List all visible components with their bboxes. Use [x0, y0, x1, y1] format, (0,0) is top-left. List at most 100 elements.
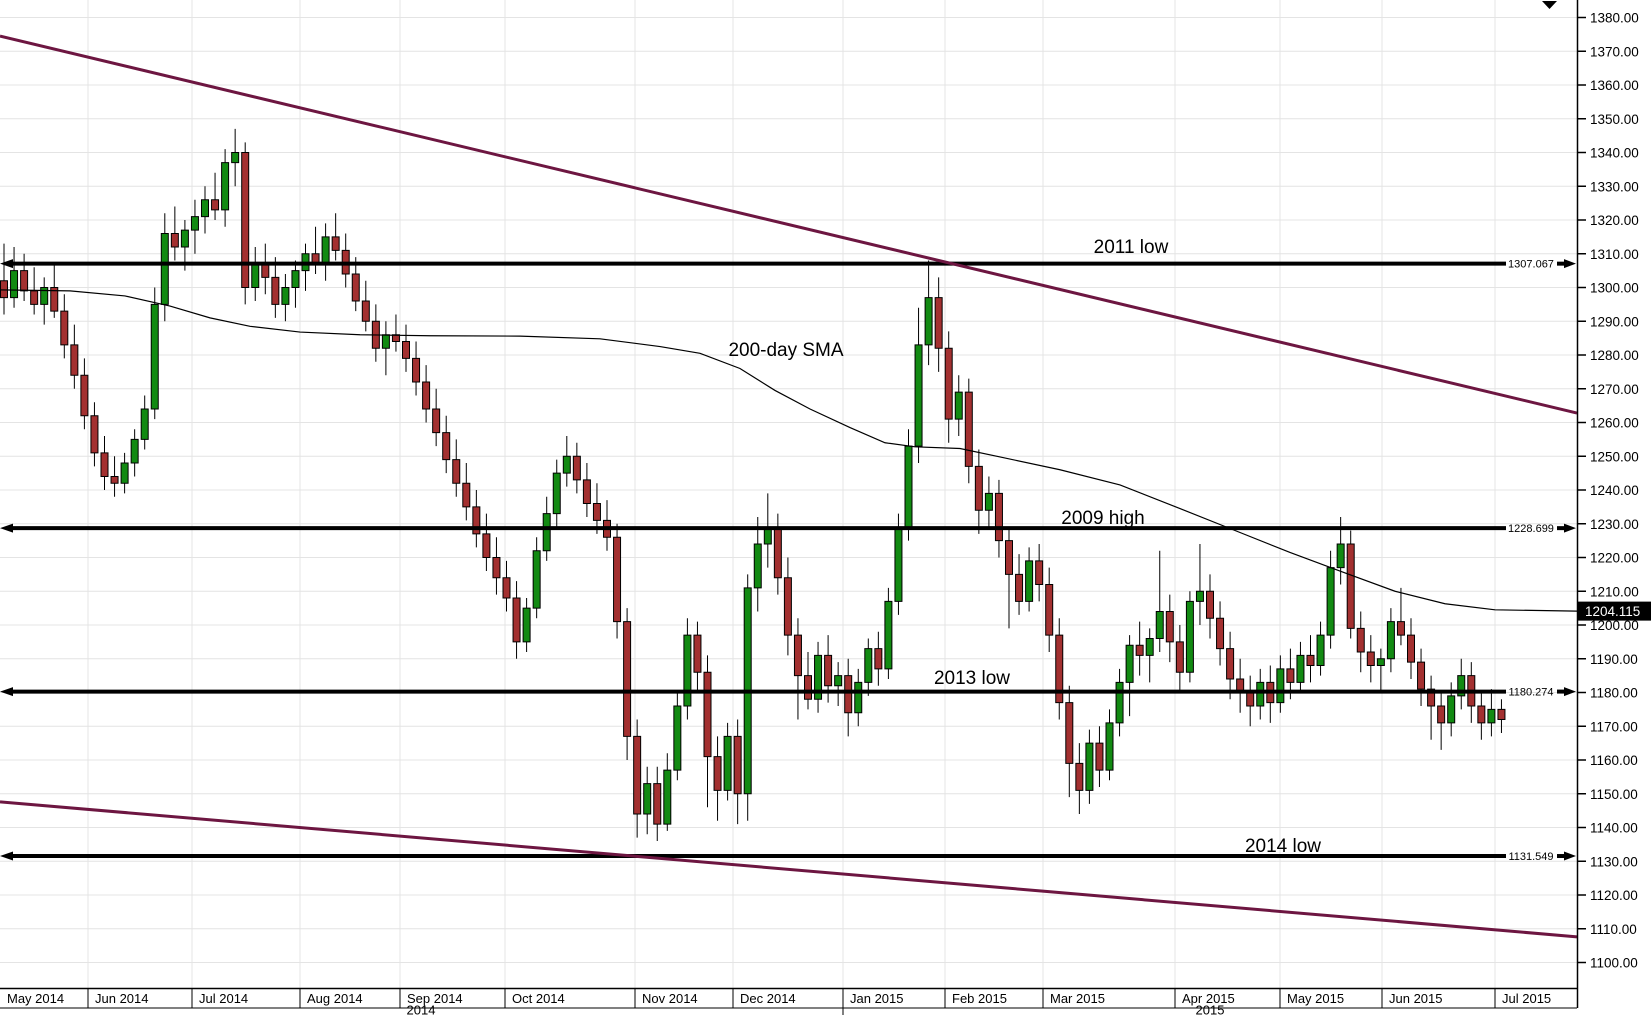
candle-body: [10, 270, 19, 299]
candle: [1145, 628, 1154, 683]
candle-body: [964, 391, 973, 467]
y-axis-label: 1100.00: [1590, 956, 1638, 971]
candle: [1035, 544, 1044, 602]
candle: [1155, 550, 1164, 652]
candle-body: [733, 735, 742, 795]
candle: [1045, 567, 1054, 652]
candle-body: [180, 229, 189, 248]
candle-body: [1165, 611, 1174, 643]
ray-value-label: 1228.699: [1508, 523, 1554, 535]
year-label: 2015: [1196, 1003, 1225, 1015]
ray-2011-low[interactable]: 1307.067: [0, 259, 1576, 271]
candle-body: [924, 297, 933, 346]
candle-body: [20, 270, 29, 292]
candle: [331, 213, 340, 261]
candle-body: [1015, 573, 1024, 602]
candle: [60, 294, 69, 359]
candle: [70, 324, 79, 389]
candle: [1366, 635, 1375, 683]
candle-body: [70, 344, 79, 376]
left-arrow-icon: [0, 687, 13, 697]
candle-body: [1447, 695, 1456, 724]
trendlines-group: [0, 34, 1578, 939]
candle: [854, 668, 863, 727]
y-axis-label: 1170.00: [1590, 719, 1638, 734]
y-axis-label: 1290.00: [1590, 314, 1639, 329]
candle: [673, 692, 682, 781]
candle-body: [713, 756, 722, 791]
month-label: Apr 2015: [1182, 991, 1235, 1006]
candle: [341, 233, 350, 288]
candle: [1195, 544, 1204, 625]
candle-body: [1226, 648, 1235, 680]
candle-body: [452, 459, 461, 484]
candle: [0, 243, 8, 315]
candle-body: [1346, 543, 1355, 629]
candle: [844, 658, 853, 737]
annotation-2014-low: 2014 low: [1245, 836, 1321, 857]
candle: [984, 476, 993, 528]
candle: [683, 618, 692, 720]
candle: [753, 517, 762, 612]
ray-2013-low[interactable]: 1180.274: [0, 687, 1576, 699]
y-axis-label: 1320.00: [1590, 213, 1639, 228]
candle: [643, 766, 652, 835]
candle-body: [1326, 567, 1335, 636]
y-axis-label: 1330.00: [1590, 179, 1639, 194]
candle-body: [683, 634, 692, 707]
candle: [693, 621, 702, 693]
candle: [502, 560, 511, 612]
candle-body: [1145, 638, 1154, 656]
y-axis-label: 1260.00: [1590, 416, 1639, 431]
trendline-lower-downtrend[interactable]: [0, 800, 1578, 939]
annotation-2011-low: 2011 low: [1094, 237, 1169, 258]
candle: [140, 395, 149, 450]
y-axis: 1380.00 1370.00 1360.00 1350.00 1340.00 1330.…: [1576, 0, 1651, 1008]
ray-2009-high[interactable]: 1228.699: [0, 523, 1576, 535]
y-axis-label: 1250.00: [1590, 449, 1639, 464]
candle-body: [1216, 617, 1225, 650]
candle: [251, 247, 260, 301]
candle-body: [381, 334, 390, 349]
y-axis-label: 1200.00: [1590, 618, 1639, 633]
candle: [1125, 635, 1134, 717]
y-axis-label: 1160.00: [1590, 753, 1638, 768]
candle: [834, 662, 843, 706]
candle-body: [1487, 708, 1496, 724]
candle-body: [1095, 742, 1104, 771]
candle-body: [944, 347, 953, 420]
candle: [301, 243, 310, 291]
candle-body: [643, 783, 652, 815]
candle: [954, 375, 963, 436]
y-axis-label: 1180.00: [1590, 686, 1638, 701]
candle-body: [1457, 675, 1466, 697]
candle: [733, 719, 742, 825]
candle-body: [1135, 644, 1144, 656]
candle: [130, 429, 139, 477]
candle-body: [170, 233, 179, 248]
candle: [110, 456, 119, 497]
candle-body: [90, 415, 99, 454]
candle-body: [532, 550, 541, 609]
ray-value-label: 1131.549: [1508, 851, 1553, 863]
candle: [592, 483, 601, 534]
sma-line: [0, 289, 1578, 612]
candle: [743, 574, 752, 821]
candle-body: [1437, 705, 1446, 724]
month-label: Dec 2014: [740, 991, 796, 1006]
trendline-upper-downtrend[interactable]: [0, 34, 1578, 415]
right-arrow-icon: [1564, 851, 1576, 861]
candle: [1306, 635, 1315, 683]
candle: [603, 500, 611, 551]
candle: [633, 719, 642, 838]
candle-body: [1427, 688, 1436, 707]
candle-body: [804, 675, 812, 700]
candle-body: [592, 503, 601, 521]
ray-2014-low[interactable]: 1131.549: [0, 851, 1576, 863]
candle-body: [1115, 681, 1124, 724]
candle-body: [1246, 692, 1255, 707]
candle: [1236, 658, 1245, 713]
candle-body: [40, 287, 49, 305]
